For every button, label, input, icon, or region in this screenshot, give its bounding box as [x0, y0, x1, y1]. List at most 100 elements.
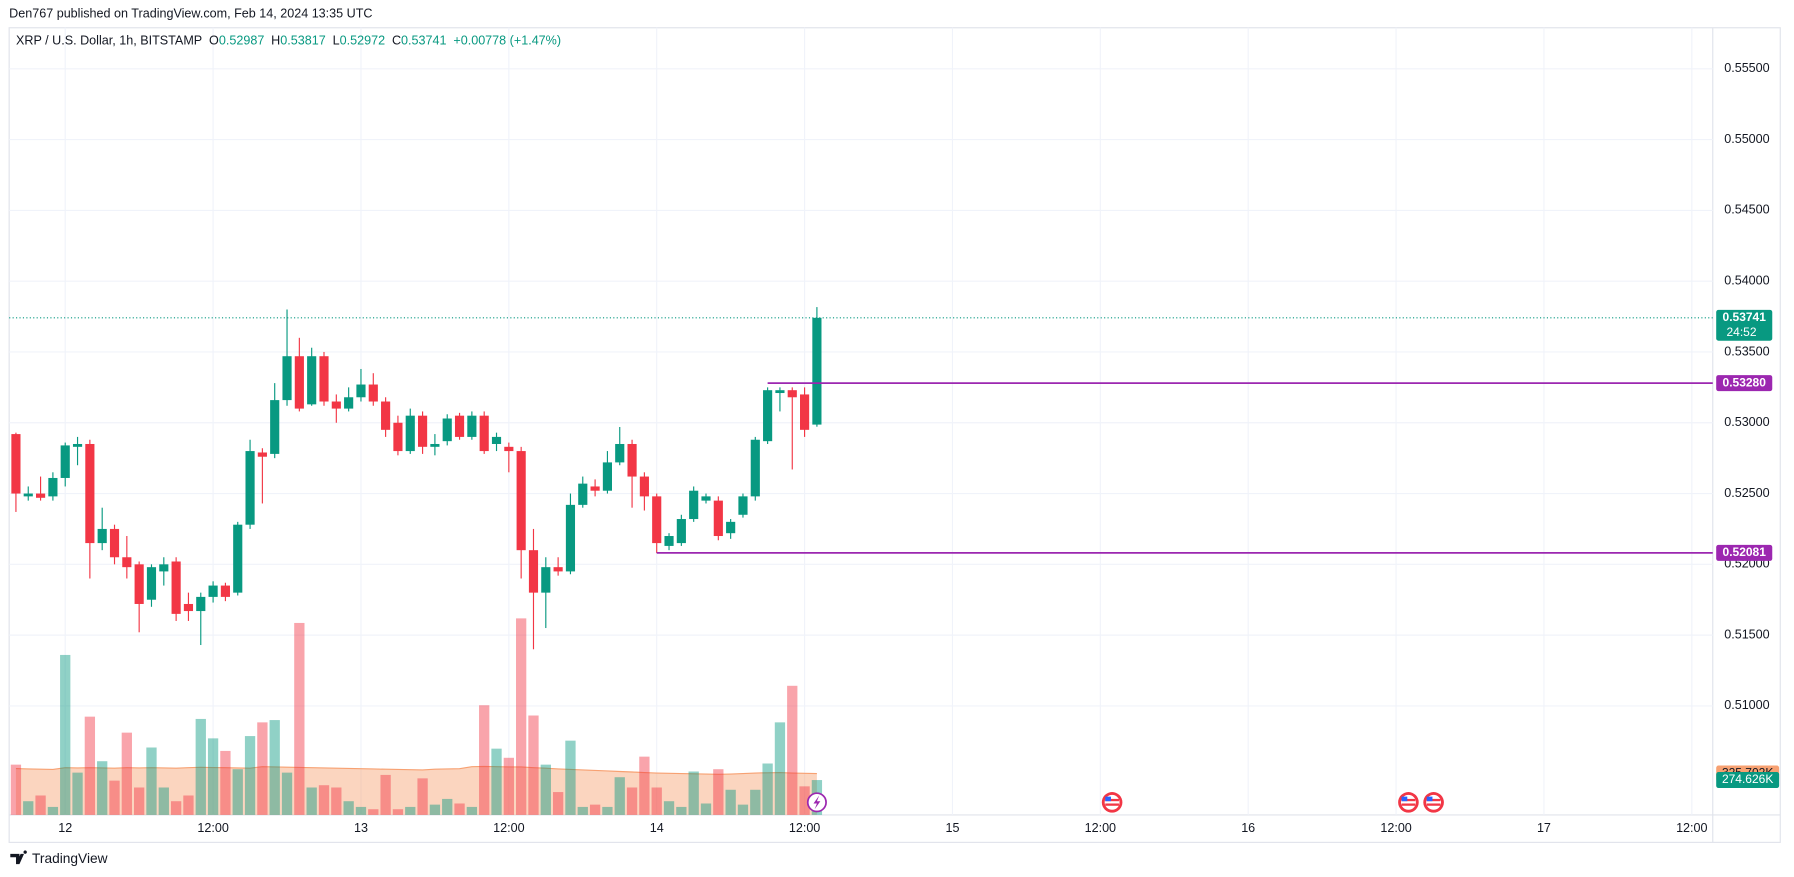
candle-body	[430, 443, 440, 447]
candle-body	[713, 500, 723, 537]
x-tick-label: 14	[650, 821, 664, 835]
volume-label: 274.626K	[1722, 772, 1773, 786]
volume-layer	[10, 618, 823, 815]
y-tick-label: 0.51500	[1724, 627, 1769, 641]
volume-bar	[23, 801, 34, 815]
volume-bar	[565, 740, 576, 815]
volume-bar	[380, 774, 391, 815]
countdown: 24:52	[1726, 325, 1756, 339]
y-tick-label: 0.55500	[1724, 61, 1769, 75]
candle-body	[528, 550, 539, 593]
grid: 0.510000.515000.520000.525000.530000.535…	[9, 27, 1770, 835]
x-tick-label: 12:00	[1380, 821, 1411, 835]
candle-body	[639, 476, 649, 497]
candle-body	[220, 585, 230, 597]
event-icons	[806, 792, 1444, 813]
candle-body	[171, 561, 181, 614]
volume-bar	[121, 732, 132, 815]
volume-bar	[651, 787, 662, 815]
candle-body	[159, 564, 169, 572]
candle-body	[750, 439, 760, 497]
volume-bar	[516, 618, 527, 815]
candle-body	[122, 557, 132, 568]
candle-body	[565, 504, 576, 572]
volume-bar	[614, 777, 625, 815]
x-tick-label: 17	[1537, 821, 1551, 835]
y-tick-label: 0.51000	[1724, 698, 1769, 712]
volume-bar	[232, 769, 243, 815]
brand: TradingView	[32, 851, 108, 866]
volume-bar	[750, 789, 761, 815]
candle-body	[516, 451, 526, 551]
candle-body	[590, 486, 600, 491]
volume-bar	[479, 705, 490, 815]
ohlc-value: 0.52972	[340, 34, 385, 48]
volume-bar	[343, 801, 354, 815]
volume-bar	[442, 798, 453, 815]
volume-bar	[158, 787, 169, 815]
legend: XRP / U.S. Dollar, 1h, BITSTAMP O0.52987 H…	[16, 34, 561, 48]
candle-body	[676, 519, 686, 544]
y-tick-label: 0.53500	[1724, 344, 1769, 358]
volume-bar	[602, 806, 613, 815]
candle-body	[307, 356, 317, 405]
ohlc-value: 0.53817	[280, 34, 325, 48]
volume-bar	[688, 771, 699, 815]
candle-body	[60, 445, 70, 478]
volume-bar	[799, 786, 810, 815]
candle-body	[405, 415, 415, 452]
x-tick-label: 13	[354, 821, 368, 835]
candle-body	[504, 446, 514, 452]
volume-bar	[10, 764, 22, 815]
volume-bar	[72, 772, 83, 815]
lightning-icon[interactable]	[806, 792, 827, 813]
volume-bar	[540, 764, 551, 815]
volume-bar	[207, 738, 219, 815]
candle-body	[491, 436, 502, 444]
symbol-title: XRP / U.S. Dollar, 1h, BITSTAMP	[16, 34, 202, 48]
publisher: Den767 published on TradingView.com, Feb…	[9, 6, 372, 20]
volume-bar	[109, 780, 120, 815]
us-event-icon[interactable]	[1423, 792, 1444, 813]
overlay-layer: 0.532800.520810.5374124:52325.702K274.62…	[9, 309, 1780, 789]
volume-bar	[294, 622, 305, 815]
x-tick-label: 12:00	[197, 821, 228, 835]
volume-bar	[503, 757, 514, 815]
volume-bar	[589, 804, 601, 815]
candle-body	[233, 524, 243, 593]
candle-body	[356, 384, 366, 398]
volume-bar	[787, 685, 798, 815]
candle-body	[109, 528, 120, 558]
x-tick-label: 16	[1241, 821, 1255, 835]
candle-body	[787, 390, 797, 398]
candle-body	[652, 496, 662, 544]
x-tick-label: 12:00	[789, 821, 820, 835]
candle-body	[393, 422, 403, 452]
volume-bar	[639, 756, 650, 815]
candle-body	[319, 356, 329, 402]
candle-body	[282, 356, 292, 401]
volume-ma-line	[15, 765, 817, 775]
volume-bar	[552, 792, 564, 815]
candle-layer	[11, 307, 822, 650]
us-event-icon[interactable]	[1101, 792, 1123, 813]
x-tick-label: 12:00	[1676, 821, 1707, 835]
volume-bar	[676, 806, 687, 815]
y-tick-label: 0.55000	[1724, 132, 1769, 146]
candle-body	[615, 443, 625, 463]
volume-bar	[700, 803, 712, 815]
us-event-icon[interactable]	[1398, 792, 1419, 813]
level-label: 0.52081	[1723, 545, 1767, 559]
volume-bar	[318, 785, 330, 815]
change: +0.00778 (+1.47%)	[453, 34, 561, 48]
candle-body	[245, 451, 255, 525]
candle-body	[578, 483, 588, 505]
candle-body	[812, 317, 822, 425]
candle-body	[738, 496, 748, 515]
candle-body	[270, 400, 280, 454]
candle-body	[627, 443, 637, 477]
volume-bar	[355, 806, 367, 815]
candle-body	[467, 415, 477, 437]
candle-body	[257, 452, 267, 457]
